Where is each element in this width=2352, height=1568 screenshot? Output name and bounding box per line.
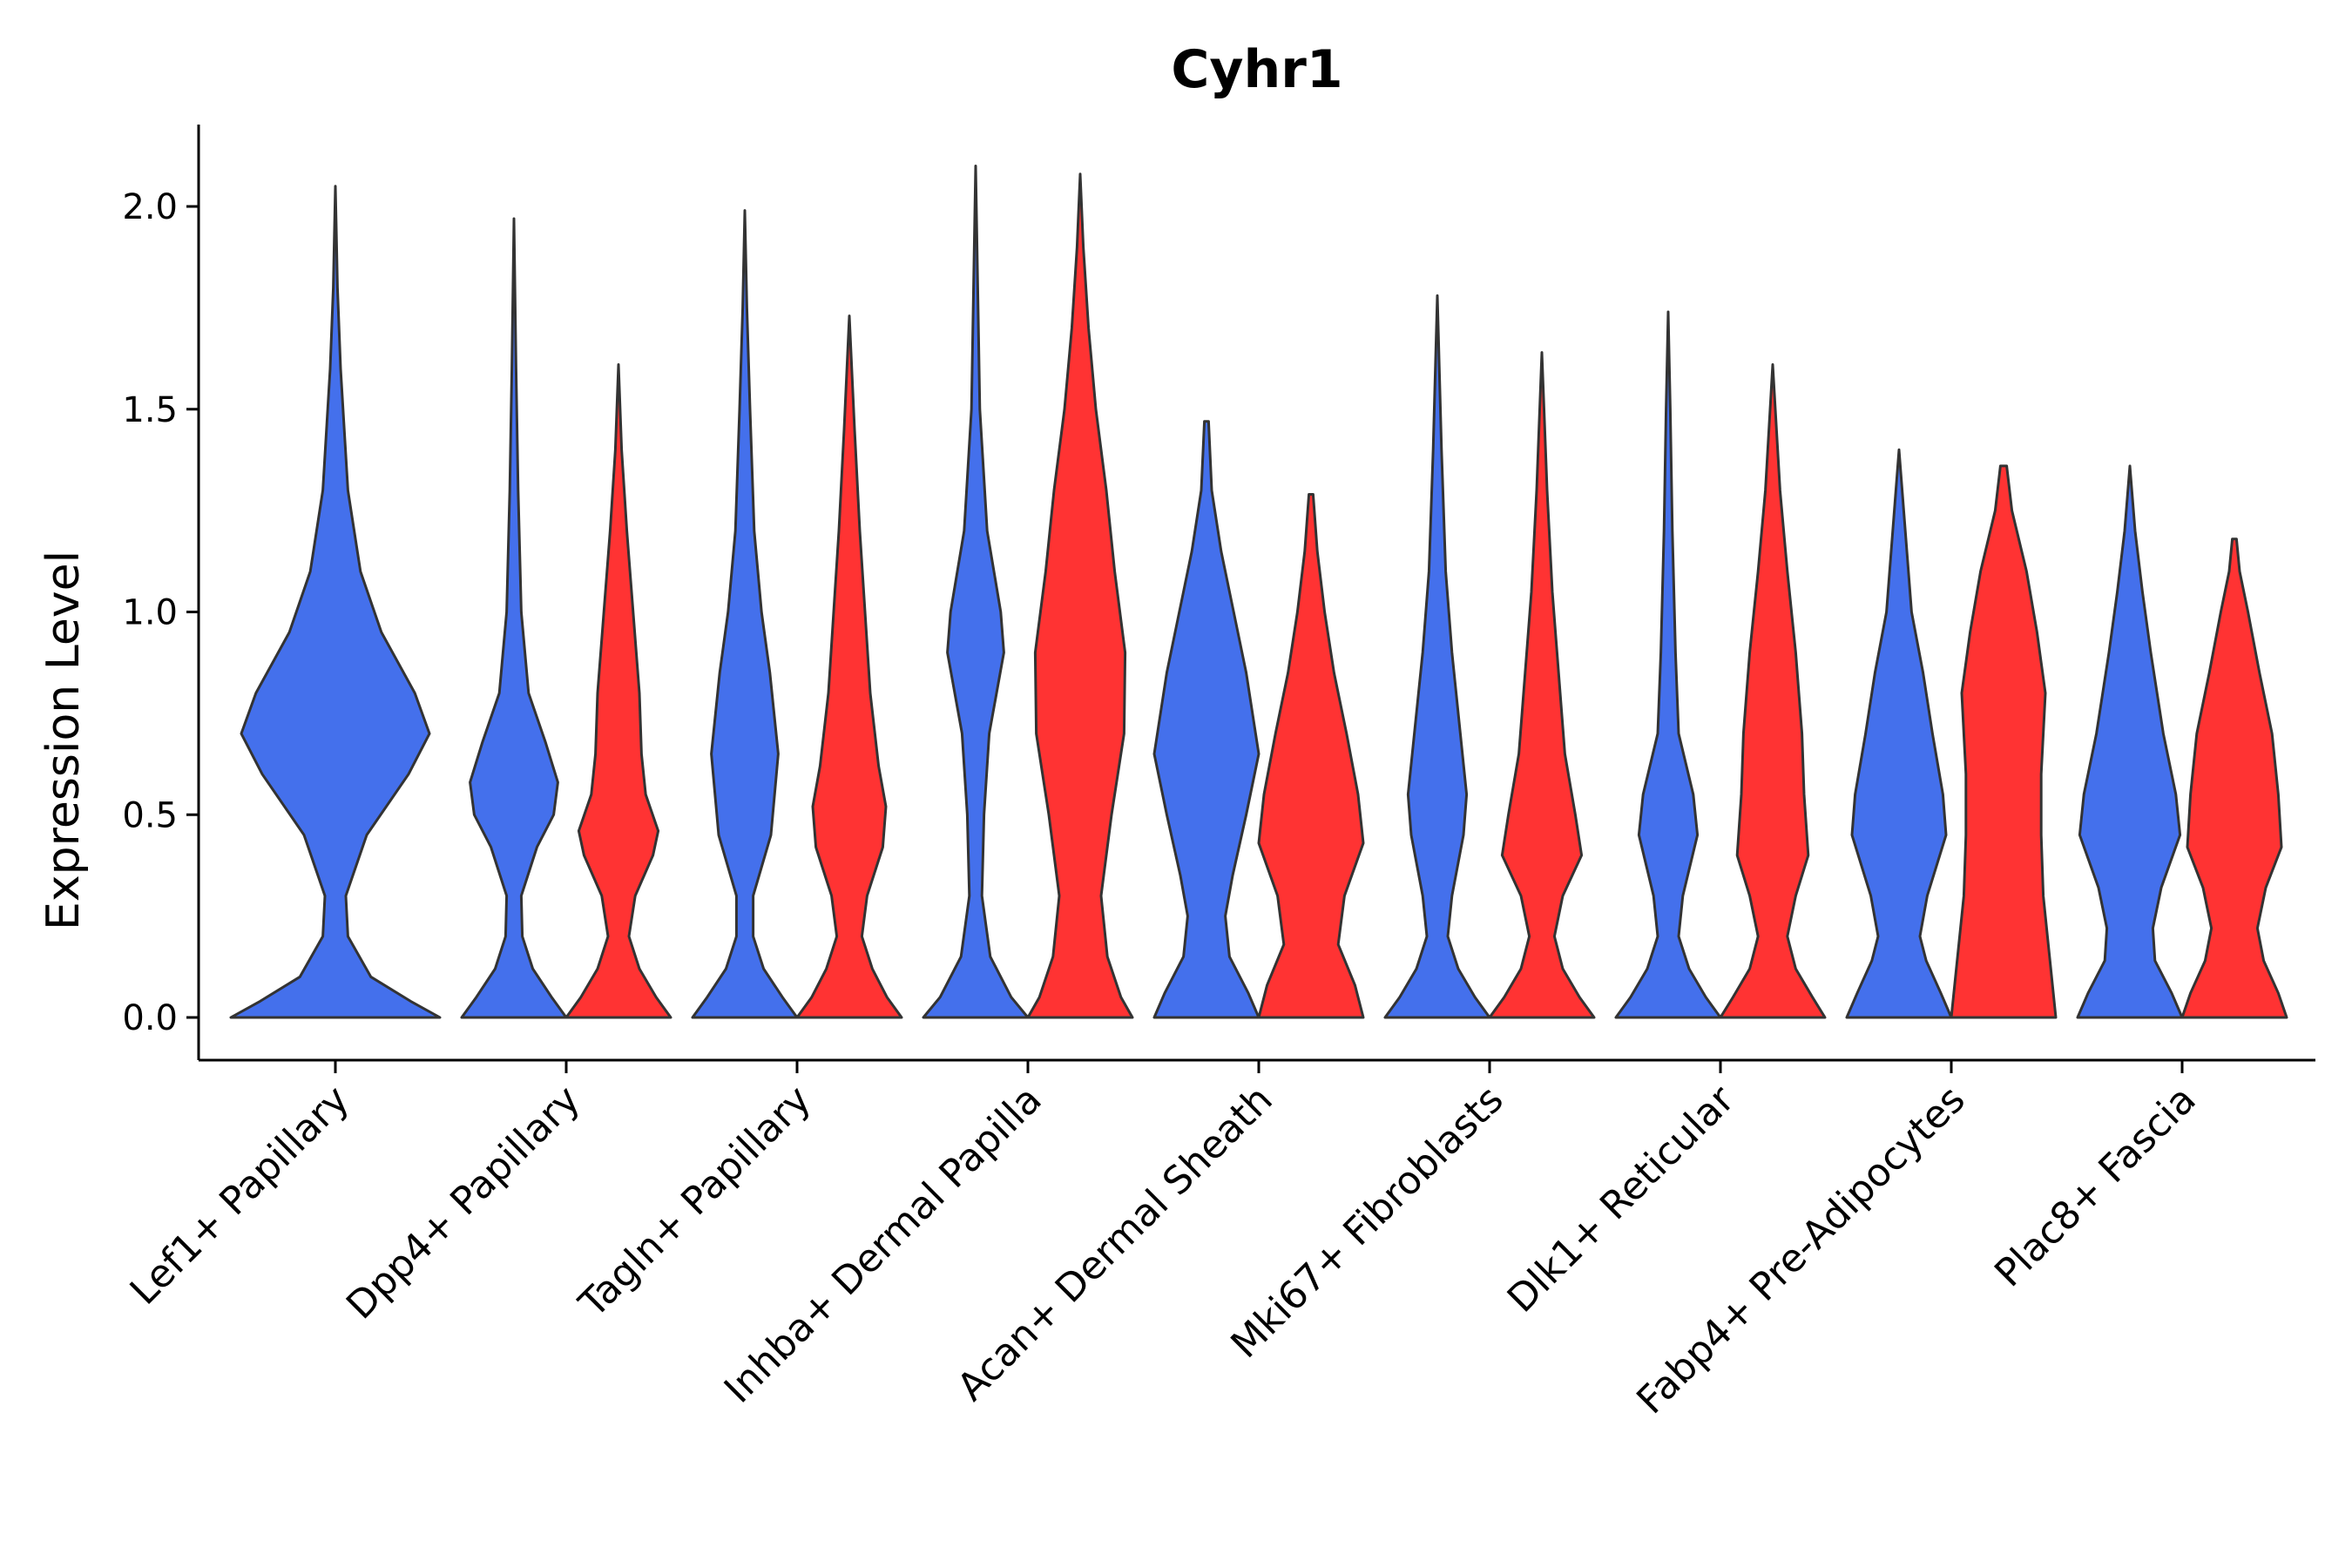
violin-shape — [1257, 493, 1365, 1019]
x-tick-label: Dpp4+ Papillary — [338, 1078, 589, 1328]
x-tick-label: Dlk1+ Reticular — [1499, 1077, 1744, 1321]
x-tick-label: Tagln+ Papillary — [571, 1078, 820, 1327]
y-tick-label: 1.0 — [122, 593, 178, 633]
violin-shape — [795, 314, 903, 1019]
violin-shape — [1152, 420, 1260, 1019]
y-tick-label: 1.5 — [122, 390, 178, 430]
y-ticks: 0.0 0.5 1.0 1.5 2.0 — [122, 187, 199, 1038]
violin-layer — [229, 164, 2288, 1019]
x-tick-label: Plac8+ Fascia — [1986, 1078, 2205, 1296]
violin-shape — [460, 217, 568, 1019]
chart-title: Cyhr1 — [1171, 39, 1342, 100]
x-tick-label: Lef1+ Papillary — [122, 1078, 358, 1314]
violin-shape — [1614, 310, 1722, 1019]
y-tick-label: 0.5 — [122, 795, 178, 835]
violin-shape — [691, 209, 799, 1019]
violin-shape — [1719, 363, 1827, 1019]
violin-shape — [1845, 448, 1953, 1019]
violin-shape — [1026, 172, 1134, 1019]
violin-shape — [922, 164, 1030, 1019]
y-axis-label: Expression Level — [37, 551, 90, 930]
violin-shape — [1383, 294, 1491, 1019]
axes — [197, 125, 2315, 1062]
violin-shape — [2180, 537, 2288, 1019]
violin-shape — [1488, 351, 1596, 1019]
violin-shape — [1950, 464, 2058, 1019]
violin-shape — [2076, 464, 2184, 1019]
violin-shape — [229, 185, 442, 1019]
y-tick-label: 0.0 — [122, 998, 178, 1038]
y-tick-label: 2.0 — [122, 187, 178, 227]
violin-shape — [564, 363, 672, 1019]
